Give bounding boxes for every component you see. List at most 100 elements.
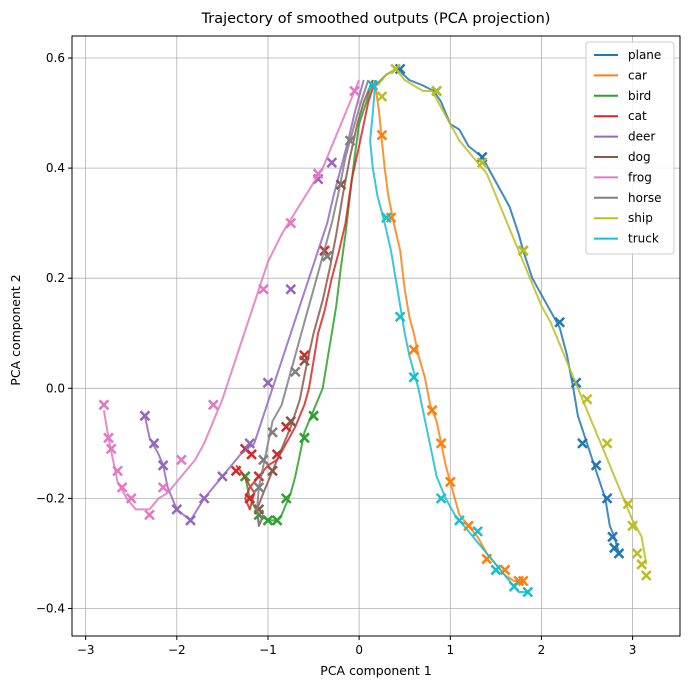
series-line-bird [244, 79, 374, 522]
x-tick-label: −1 [259, 643, 277, 657]
marker-ship [640, 570, 652, 581]
marker-truck [408, 371, 420, 383]
marker-cat [230, 465, 242, 477]
y-axis-label: PCA component 2 [8, 274, 23, 385]
marker-ship [476, 157, 488, 168]
marker-frog [258, 283, 269, 295]
chart-title: Trajectory of smoothed outputs (PCA proj… [201, 11, 551, 27]
x-tick-label: 3 [629, 643, 637, 657]
marker-bird [299, 432, 310, 444]
marker-ship [627, 520, 638, 532]
series-layer [98, 63, 652, 598]
marker-plane [613, 548, 625, 559]
legend-label-car: car [628, 68, 647, 82]
marker-horse [258, 454, 269, 466]
marker-deer [185, 515, 196, 526]
x-tick-label: 1 [446, 643, 454, 657]
marker-frog [116, 481, 128, 493]
series-line-truck [369, 79, 528, 593]
legend-label-horse: horse [628, 191, 662, 205]
marker-car [435, 437, 447, 449]
marker-ship [390, 63, 401, 75]
series-frog [98, 79, 361, 521]
marker-ship [376, 91, 388, 102]
marker-dog [299, 355, 310, 367]
marker-deer [285, 283, 297, 295]
marker-car [376, 129, 388, 141]
marker-frog [285, 217, 297, 229]
marker-cat [244, 493, 256, 504]
marker-truck [367, 80, 379, 91]
y-tick-label: 0.6 [46, 51, 65, 65]
marker-deer [171, 504, 183, 515]
legend-label-dog: dog [628, 150, 651, 164]
marker-truck [394, 311, 406, 323]
marker-deer [198, 493, 210, 504]
marker-horse [253, 481, 265, 493]
series-line-cat [235, 79, 377, 511]
legend-label-ship: ship [628, 211, 653, 225]
marker-dog [285, 415, 297, 427]
marker-frog [157, 481, 169, 493]
marker-truck [522, 586, 534, 598]
marker-deer [326, 157, 338, 168]
legend-label-cat: cat [628, 109, 647, 123]
y-tick-label: 0.0 [46, 381, 65, 395]
marker-ship [601, 437, 613, 449]
marker-truck [454, 515, 465, 526]
y-tick-label: −0.2 [36, 491, 65, 505]
marker-car [517, 575, 529, 587]
marker-horse [289, 366, 301, 378]
y-tick-label: 0.2 [46, 271, 65, 285]
marker-frog [98, 399, 110, 411]
marker-ship [581, 393, 593, 405]
series-truck [367, 79, 534, 598]
marker-bird [308, 410, 319, 422]
marker-frog [125, 493, 137, 504]
series-line-ship [376, 68, 648, 565]
marker-car [444, 476, 456, 488]
marker-truck [472, 526, 484, 537]
legend-label-bird: bird [628, 89, 651, 103]
marker-frog [207, 399, 219, 411]
marker-plane [601, 493, 613, 504]
y-tick-label: −0.4 [36, 601, 65, 615]
marker-ship [431, 85, 443, 97]
marker-bird [280, 493, 292, 504]
marker-deer [262, 377, 274, 389]
marker-ship [517, 245, 529, 257]
marker-plane [607, 531, 618, 543]
marker-car [408, 344, 420, 356]
legend-label-truck: truck [628, 232, 659, 246]
marker-bird [262, 515, 274, 526]
marker-frog [349, 85, 360, 97]
marker-bird [271, 515, 283, 526]
marker-frog [144, 509, 155, 521]
marker-car [426, 404, 438, 416]
legend-label-deer: deer [628, 130, 655, 144]
marker-truck [435, 493, 447, 504]
marker-horse [267, 426, 278, 438]
marker-deer [139, 410, 151, 422]
marker-frog [176, 454, 187, 466]
x-tick-label: 0 [355, 643, 363, 657]
plot-frame [71, 35, 681, 637]
marker-dog [253, 504, 265, 515]
series-ship [376, 63, 652, 581]
series-line-plane [374, 68, 620, 555]
x-tick-label: −2 [168, 643, 186, 657]
axis-ticks: −3 −2 −1 0 1 2 3 −0.4 −0.2 0.0 0.2 0.4 0.6 [36, 51, 637, 657]
marker-plane [590, 459, 602, 471]
x-tick-label: 2 [538, 643, 546, 657]
marker-horse [321, 250, 333, 262]
marker-frog [105, 443, 117, 455]
marker-horse [344, 135, 356, 146]
series-deer [139, 79, 365, 526]
series-line-frog [102, 79, 361, 511]
series-line-dog [256, 79, 374, 527]
marker-plane [577, 437, 588, 449]
series-dog [253, 79, 374, 527]
marker-deer [244, 437, 256, 449]
marker-ship [622, 498, 634, 510]
